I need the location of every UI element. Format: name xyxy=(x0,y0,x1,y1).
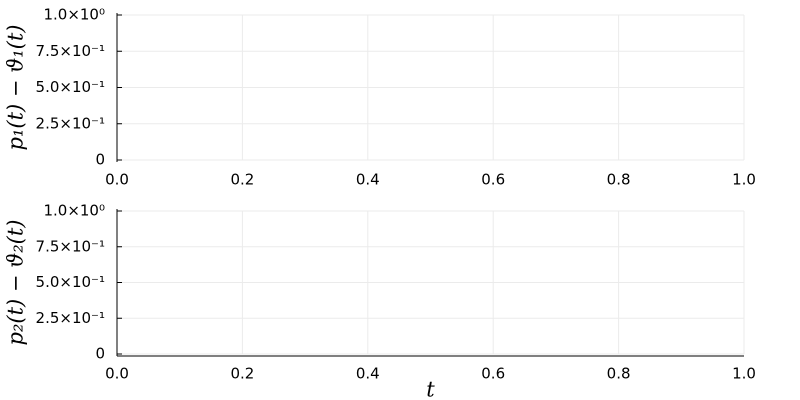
x-tick-label: 1.0 xyxy=(732,171,756,189)
x-tick-label: 0.4 xyxy=(356,171,380,189)
x-tick-label: 0.2 xyxy=(230,171,254,189)
y-tick-label: 1.0×10⁰ xyxy=(43,202,105,220)
y-axis-label: p₁(t) − ϑ₁(t) xyxy=(4,25,28,151)
x-tick-label: 0.6 xyxy=(481,365,505,383)
y-tick-label: 2.5×10⁻¹ xyxy=(36,114,105,132)
y-tick-label: 5.0×10⁻¹ xyxy=(36,78,105,96)
y-tick-label: 7.5×10⁻¹ xyxy=(36,237,105,255)
y-tick-label: 7.5×10⁻¹ xyxy=(36,42,105,60)
x-tick-label: 0.0 xyxy=(105,171,129,189)
y-tick-label: 1.0×10⁰ xyxy=(43,6,105,24)
y-axis-label: p₂(t) − ϑ₂(t) xyxy=(4,220,28,346)
y-tick-label: 0 xyxy=(95,151,105,169)
y-tick-label: 5.0×10⁻¹ xyxy=(36,273,105,291)
x-tick-label: 0.2 xyxy=(230,365,254,383)
x-tick-label: 1.0 xyxy=(732,365,756,383)
x-tick-label: 0.6 xyxy=(481,171,505,189)
y-tick-label: 2.5×10⁻¹ xyxy=(36,309,105,327)
x-tick-label: 0.8 xyxy=(607,171,631,189)
x-tick-label: 0.4 xyxy=(356,365,380,383)
x-tick-label: 0.8 xyxy=(607,365,631,383)
y-tick-label: 0 xyxy=(95,345,105,363)
x-tick-label: 0.0 xyxy=(105,365,129,383)
x-axis-label: t xyxy=(426,378,435,400)
